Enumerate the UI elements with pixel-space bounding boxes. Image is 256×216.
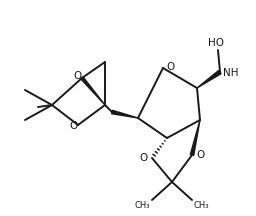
Text: HO: HO [208,38,224,48]
Polygon shape [197,70,221,88]
Text: NH: NH [223,68,239,78]
Text: CH₃: CH₃ [134,201,150,210]
Polygon shape [81,77,105,105]
Text: O: O [166,62,174,72]
Text: O: O [74,71,82,81]
Text: O: O [196,150,204,160]
Text: O: O [70,121,78,131]
Text: CH₃: CH₃ [194,201,209,210]
Polygon shape [112,110,138,118]
Text: O: O [140,153,148,163]
Polygon shape [190,120,200,155]
